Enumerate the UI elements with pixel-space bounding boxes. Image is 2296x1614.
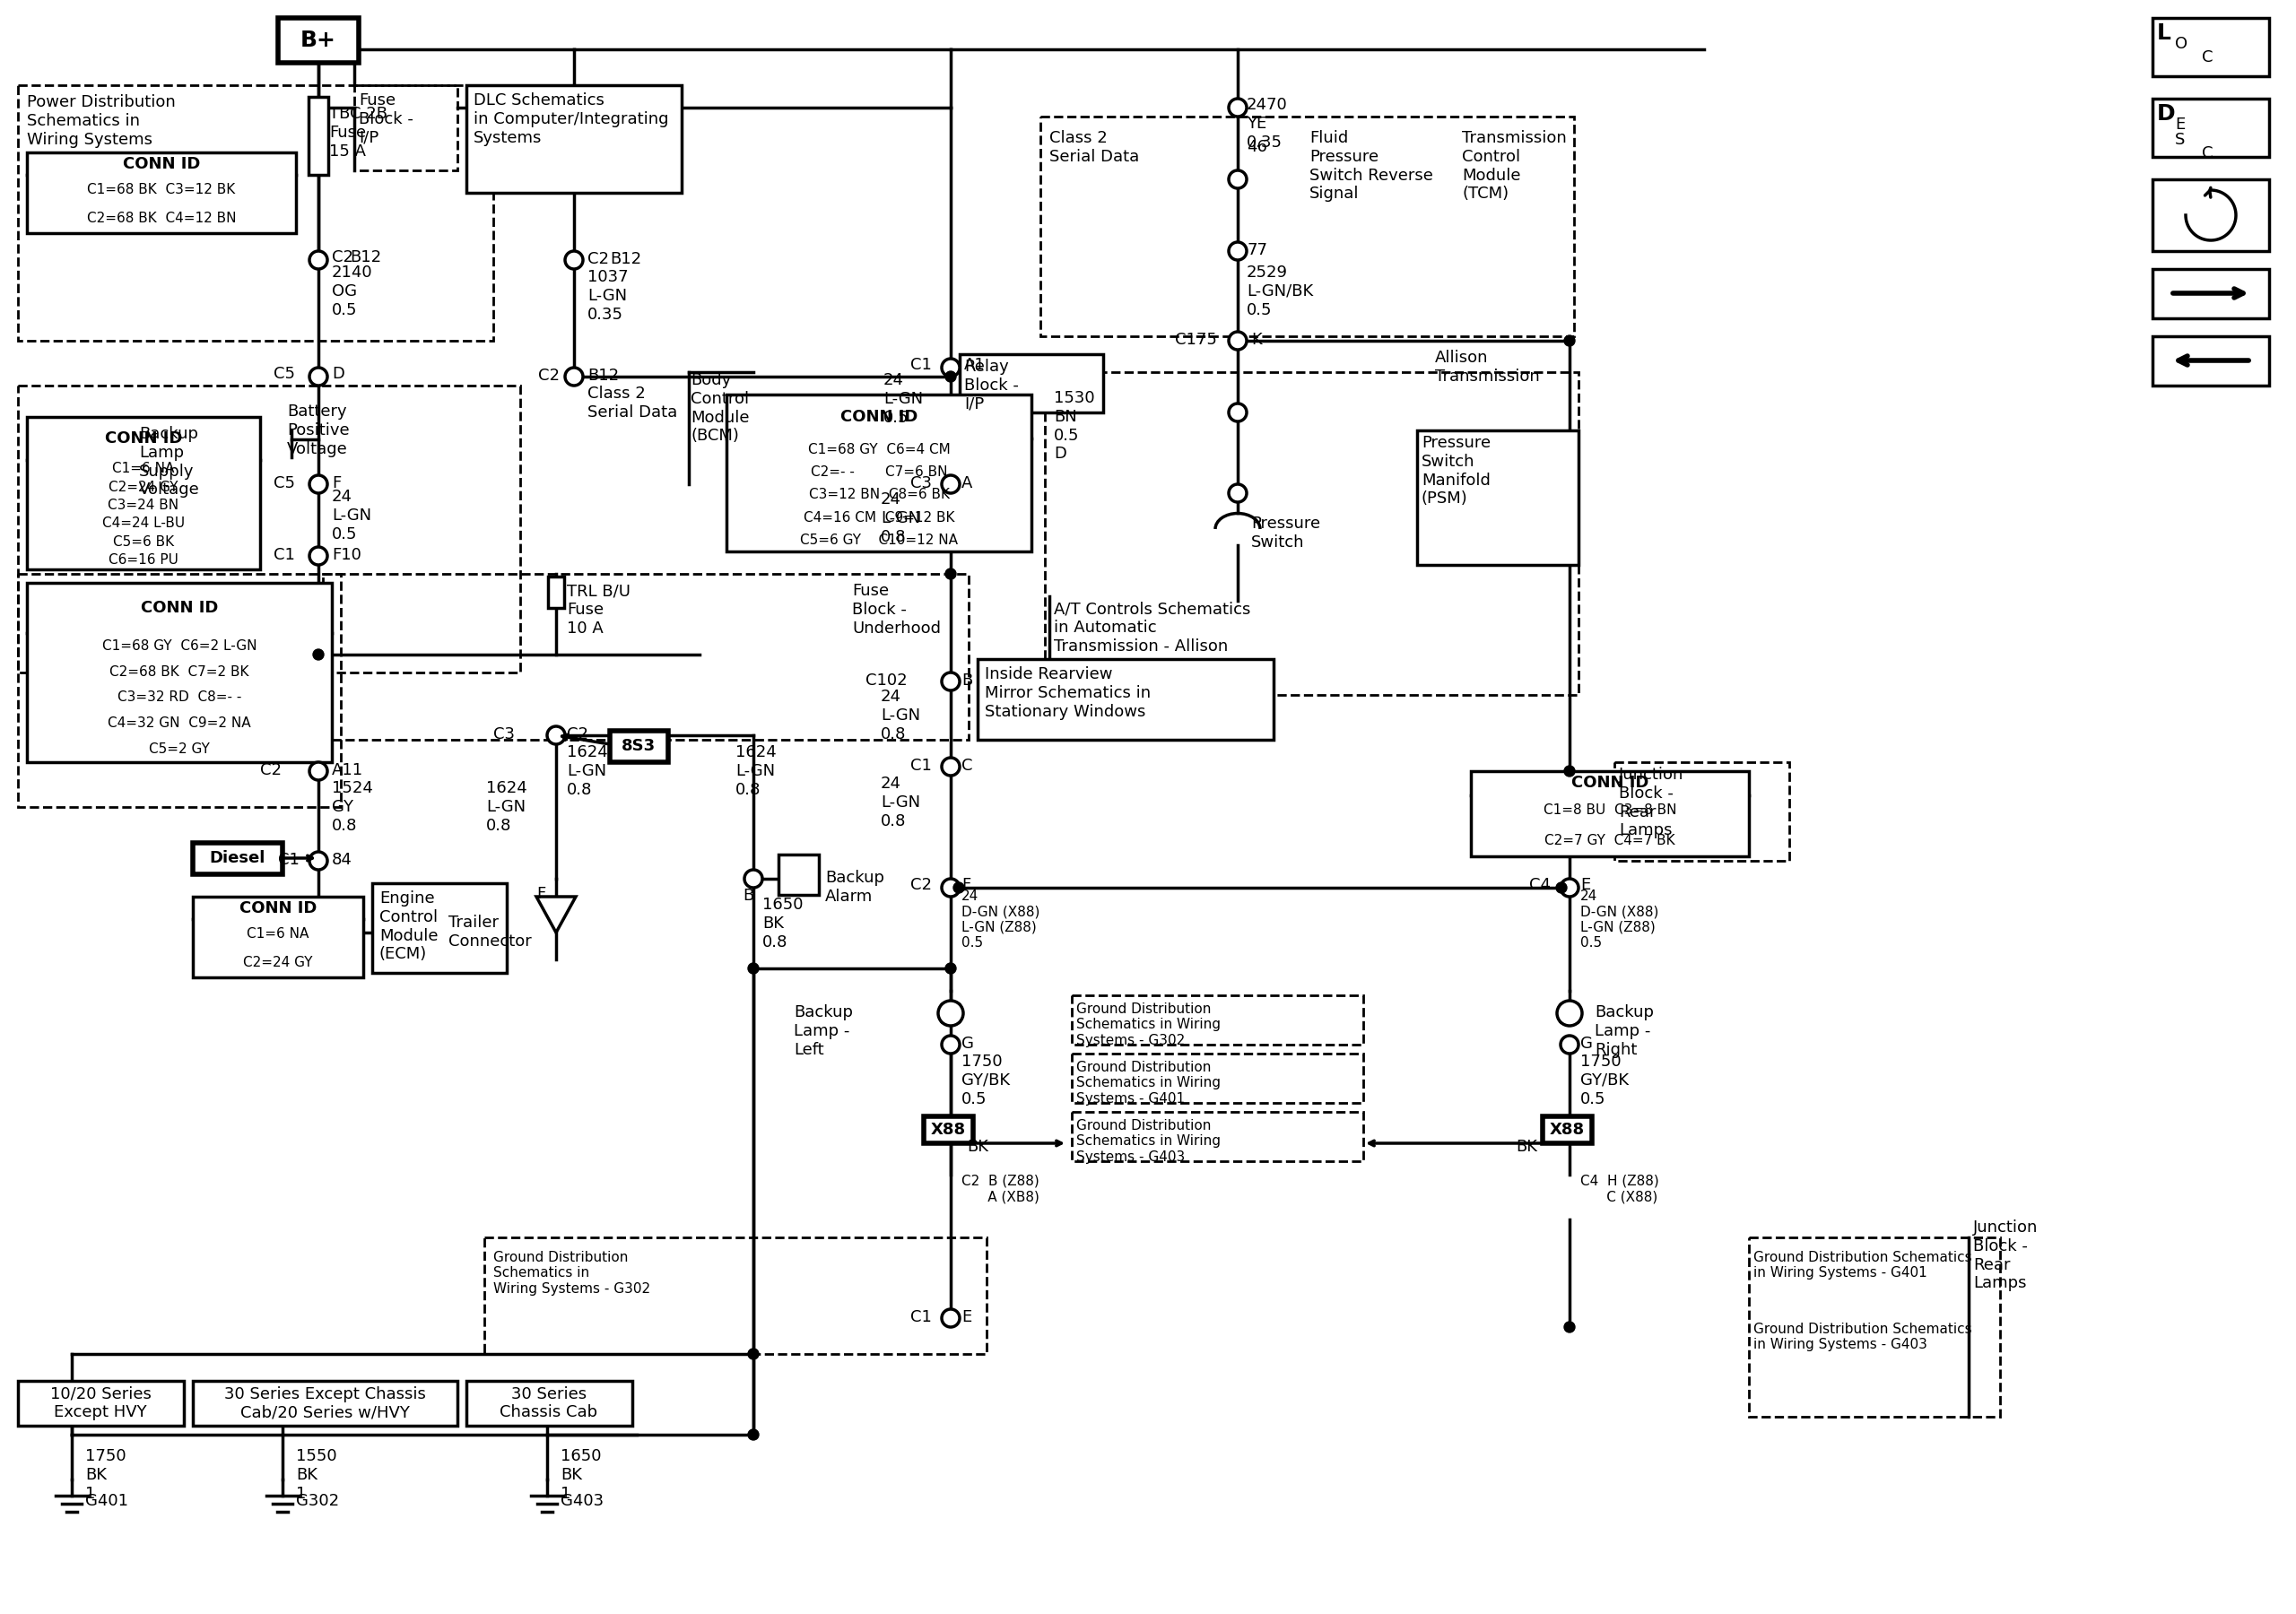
Text: F: F [333,475,342,491]
Circle shape [744,870,762,888]
Bar [549,576,565,608]
Text: G: G [1580,1036,1593,1052]
Circle shape [1557,1001,1582,1027]
Circle shape [1228,171,1247,189]
Text: C175: C175 [1176,332,1217,349]
Text: Fuse
Block -
I/P: Fuse Block - I/P [358,92,413,145]
Bar [1045,373,1580,696]
Circle shape [946,371,955,383]
Text: C1=68 GY  C6=4 CM: C1=68 GY C6=4 CM [808,442,951,457]
Text: 1550
BK
1: 1550 BK 1 [296,1448,338,1501]
Text: D: D [2156,103,2177,124]
Circle shape [310,368,328,386]
Text: X88: X88 [1550,1122,1584,1138]
Text: E: E [2174,116,2186,132]
Circle shape [1228,404,1247,421]
Text: 77: 77 [1247,242,1267,258]
Bar [2154,270,2268,318]
Circle shape [946,568,955,579]
Circle shape [1561,1036,1580,1054]
Text: C1: C1 [909,757,932,773]
Circle shape [941,475,960,494]
Text: C1=68 GY  C6=2 L-GN: C1=68 GY C6=2 L-GN [101,639,257,652]
Text: E: E [1580,876,1591,893]
Polygon shape [537,897,576,933]
Text: 24
L-GN
0.8: 24 L-GN 0.8 [882,491,921,546]
Text: C3=24 BN: C3=24 BN [108,499,179,512]
Text: C5=6 BK: C5=6 BK [113,536,174,549]
Text: Ground Distribution Schematics
in Wiring Systems - G401: Ground Distribution Schematics in Wiring… [1754,1251,1972,1280]
Text: Ground Distribution Schematics
in Wiring Systems - G403: Ground Distribution Schematics in Wiring… [1754,1322,1972,1351]
Text: CONN ID: CONN ID [840,408,918,424]
Bar [28,416,259,570]
Text: 30 Series Except Chassis
Cab/20 Series w/HVY: 30 Series Except Chassis Cab/20 Series w… [223,1386,425,1420]
Text: Transmission
Control
Module
(TCM): Transmission Control Module (TCM) [1463,131,1566,202]
Text: C2: C2 [909,876,932,893]
Text: G302: G302 [296,1493,340,1509]
Text: C5: C5 [273,366,296,383]
Text: CONN ID: CONN ID [239,901,317,917]
Bar [923,1117,974,1143]
Bar [2154,336,2268,386]
Bar [1072,1112,1364,1160]
Circle shape [941,1036,960,1054]
Text: C2: C2 [537,368,560,384]
Bar [466,86,682,192]
Bar [778,854,820,894]
Text: 84: 84 [333,852,351,868]
Text: 1750
GY/BK
0.5: 1750 GY/BK 0.5 [1580,1054,1628,1107]
Circle shape [310,762,328,780]
Text: C2=24 GY: C2=24 GY [243,955,312,970]
Bar [1417,431,1580,565]
Text: C2: C2 [588,252,608,268]
Text: 24
L-GN
0.8: 24 L-GN 0.8 [882,689,921,742]
Bar [484,1238,987,1354]
Text: Allison
Transmission: Allison Transmission [1435,350,1541,384]
Circle shape [941,878,960,897]
Bar [28,583,333,762]
Text: B: B [742,888,753,904]
Text: C3: C3 [494,726,514,742]
Text: Class 2
Serial Data: Class 2 Serial Data [1049,131,1139,165]
Text: Inside Rearview
Mirror Schematics in
Stationary Windows: Inside Rearview Mirror Schematics in Sta… [985,667,1150,720]
Bar [611,731,668,762]
Bar [2154,18,2268,76]
Text: 1650
BK
1: 1650 BK 1 [560,1448,602,1501]
Text: 1524
GY
0.8: 1524 GY 0.8 [333,780,372,833]
Text: 24
L-GN
0.8: 24 L-GN 0.8 [882,776,921,830]
Bar [18,386,521,673]
Text: 2529
L-GN/BK
0.5: 2529 L-GN/BK 0.5 [1247,265,1313,318]
Text: F: F [537,886,546,902]
Bar [18,1382,184,1425]
Bar [1072,996,1364,1044]
Circle shape [310,547,328,565]
Text: 1750
BK
1: 1750 BK 1 [85,1448,126,1501]
Bar [278,18,358,63]
Text: Class 2
Serial Data: Class 2 Serial Data [588,386,677,420]
Text: C1=8 BU  C3=8 BN: C1=8 BU C3=8 BN [1543,804,1676,817]
Text: B12: B12 [588,368,620,384]
Text: B12: B12 [611,252,641,268]
Text: Backup
Lamp
Supply
Voltage: Backup Lamp Supply Voltage [140,426,200,499]
Text: 46: 46 [1247,139,1267,155]
Bar [1614,762,1789,860]
Text: C2  B (Z88)
      A (XB8): C2 B (Z88) A (XB8) [962,1175,1040,1204]
Bar [2154,98,2268,157]
Circle shape [1228,98,1247,116]
Circle shape [546,726,565,744]
Bar [726,394,1031,552]
Bar [1072,1054,1364,1102]
Text: TBC 2B
Fuse
15 A: TBC 2B Fuse 15 A [328,107,388,160]
Text: D: D [333,366,344,383]
Text: G403: G403 [560,1493,604,1509]
Text: 1750
GY/BK
0.5: 1750 GY/BK 0.5 [962,1054,1010,1107]
Text: B: B [962,673,974,689]
Circle shape [1564,765,1575,776]
Text: B12: B12 [349,249,381,265]
Circle shape [310,252,328,270]
Text: Trailer
Connector: Trailer Connector [448,915,533,949]
Text: 1624
L-GN
0.8: 1624 L-GN 0.8 [487,780,528,833]
Bar [1750,1238,2000,1417]
Text: C2: C2 [333,249,354,265]
Text: A/T Controls Schematics
in Automatic
Transmission - Allison: A/T Controls Schematics in Automatic Tra… [1054,600,1251,654]
